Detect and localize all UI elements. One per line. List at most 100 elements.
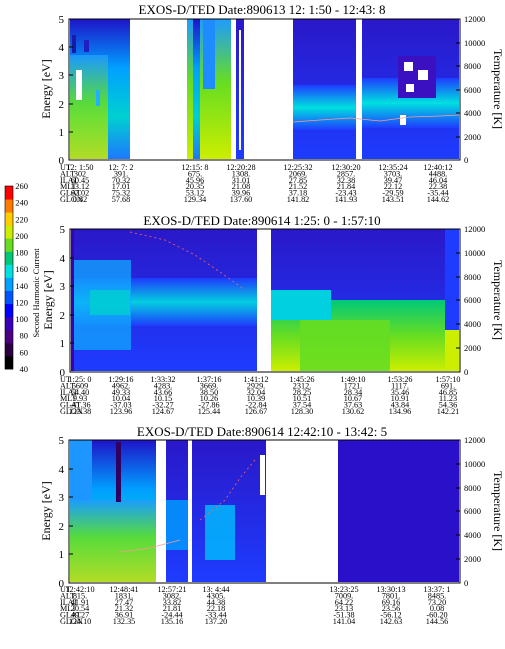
panel-2-y2tick: 4000	[464, 319, 481, 329]
colorbar-swatch	[5, 186, 13, 200]
panel-1-y2tick: 0	[464, 155, 468, 165]
orbit-row-label: ILAT	[60, 176, 78, 185]
orbit-cell: 128.30	[291, 407, 314, 416]
colorbar-swatch	[5, 342, 13, 357]
orbit-cell: 37.18	[289, 189, 307, 198]
orbit-cell: 43.66	[154, 388, 172, 397]
panel-2-right-ticks: 0 2000 4000 6000 8000 10000 12000	[456, 224, 485, 377]
panel-1-y-axis-label: Energy [eV]	[39, 59, 53, 118]
panel-2-ytick: 3	[60, 281, 66, 293]
orbit-cell: 1:29:16	[108, 375, 133, 384]
orbit-cell: 21.52	[289, 182, 307, 191]
orbit-cell: 10.15	[154, 394, 172, 403]
orbit-cell: 73.20	[428, 598, 446, 607]
orbit-cell: 141.93	[335, 195, 358, 204]
orbit-cell: 1:49:10	[340, 375, 365, 384]
panel-2-y2tick: 8000	[464, 272, 481, 282]
orbit-cell: 23.13	[335, 604, 353, 613]
panel-2-ytick: 0	[60, 367, 66, 379]
panel-3-y-axis-label: Energy [eV]	[39, 481, 53, 540]
orbit-cell: 21.32	[115, 604, 133, 613]
orbit-row-label: UT	[60, 163, 71, 172]
orbit-cell: 1:57:10	[435, 375, 460, 384]
panel-1-y2tick: 6000	[464, 85, 481, 95]
colorbar-tick-label: 200	[15, 231, 28, 241]
panel-3-right-ticks: 0 2000 4000 6000 8000 10000 12000	[456, 435, 485, 588]
panel-2-y2tick: 6000	[464, 295, 481, 305]
orbit-row-label: GLAT	[60, 611, 81, 620]
orbit-cell: 28.34	[344, 388, 362, 397]
panel-1-y2tick: 4000	[464, 108, 481, 118]
orbit-cell: 142.21	[437, 407, 460, 416]
orbit-cell: 38.50	[200, 388, 218, 397]
orbit-cell: 12:25:32	[283, 163, 312, 172]
orbit-cell: 141.04	[333, 617, 356, 626]
panel-3-ytick: 4	[59, 464, 65, 476]
panel-3-heatmap	[70, 440, 459, 582]
orbit-cell: 3082.	[163, 591, 181, 600]
orbit-row-label: ILAT	[60, 598, 78, 607]
orbit-cell: 143.51	[382, 195, 405, 204]
panel-1-heatmap	[70, 19, 460, 159]
orbit-row-label: MLT	[60, 182, 77, 191]
panel-2-orbit-table: UT1:25: 0 1:29:16 1:33:32 1:37:16 1:41:12 1:4…	[60, 375, 461, 416]
colorbar-tick-label: 120	[15, 298, 28, 308]
orbit-cell: 13: 4:44	[202, 585, 229, 594]
orbit-cell: 36.91	[115, 611, 133, 620]
orbit-cell: 1:53:26	[387, 375, 412, 384]
orbit-cell: 124.10	[69, 617, 92, 626]
orbit-cell: 54.36	[439, 401, 457, 410]
orbit-cell: 69.16	[382, 598, 400, 607]
orbit-cell: 4962.	[112, 381, 130, 390]
orbit-cell: 46.85	[439, 388, 457, 397]
panel-3-left-ticks: 0 1 2 3 4 5	[59, 435, 73, 590]
orbit-cell: 302	[74, 169, 86, 178]
orbit-cell: 10.04	[112, 394, 130, 403]
panel-1-ytick: 2	[59, 99, 65, 111]
orbit-row-label: GLON	[60, 407, 83, 416]
orbit-cell: 144.62	[427, 195, 450, 204]
orbit-cell: 49.27	[71, 611, 89, 620]
orbit-cell: 21.84	[337, 182, 355, 191]
orbit-cell: 1:45:26	[289, 375, 314, 384]
panel-2-ytick: 2	[60, 310, 66, 322]
colorbar-tick-label: 100	[15, 314, 28, 324]
orbit-cell: 5609	[72, 381, 88, 390]
orbit-cell: 20.35	[186, 182, 204, 191]
orbit-row-label: MLT	[60, 604, 77, 613]
orbit-cell: 391.	[114, 169, 128, 178]
orbit-cell: 22.12	[384, 182, 402, 191]
orbit-cell: -51.38	[333, 611, 354, 620]
orbit-cell: 20.54	[71, 604, 89, 613]
orbit-cell: 10.26	[200, 394, 218, 403]
panel-2-ytick: 4	[60, 253, 66, 265]
orbit-cell: 123.96	[110, 407, 133, 416]
orbit-row-label: UT	[60, 375, 71, 384]
orbit-cell: 9.93	[73, 394, 87, 403]
orbit-cell: -60.20	[426, 611, 447, 620]
orbit-cell: 8485.	[428, 591, 446, 600]
orbit-cell: 3703.	[384, 169, 402, 178]
orbit-row-label: MLT	[60, 394, 77, 403]
orbit-cell: 21.08	[232, 182, 250, 191]
orbit-cell: 130.62	[342, 407, 365, 416]
orbit-cell: 1:25: 0	[69, 375, 92, 384]
orbit-cell: 64.22	[335, 598, 353, 607]
orbit-cell: 23.56	[382, 604, 400, 613]
orbit-row-label: GLON	[60, 617, 83, 626]
orbit-cell: 10.51	[293, 394, 311, 403]
panel-3-y2tick: 10000	[464, 459, 485, 469]
orbit-row-label: ALT	[60, 169, 75, 178]
colorbar-swatch	[5, 316, 13, 331]
orbit-cell: 32.38	[337, 176, 355, 185]
colorbar-tick-label: 260	[15, 181, 28, 191]
orbit-cell: 4283.	[154, 381, 172, 390]
panel-1-y2tick: 10000	[464, 38, 485, 48]
panel-3-y2tick: 6000	[464, 506, 481, 516]
colorbar-frame	[4, 185, 14, 370]
panel-3-y2tick: 8000	[464, 483, 481, 493]
orbit-cell: 44.38	[207, 598, 225, 607]
orbit-cell: 144.56	[426, 617, 449, 626]
